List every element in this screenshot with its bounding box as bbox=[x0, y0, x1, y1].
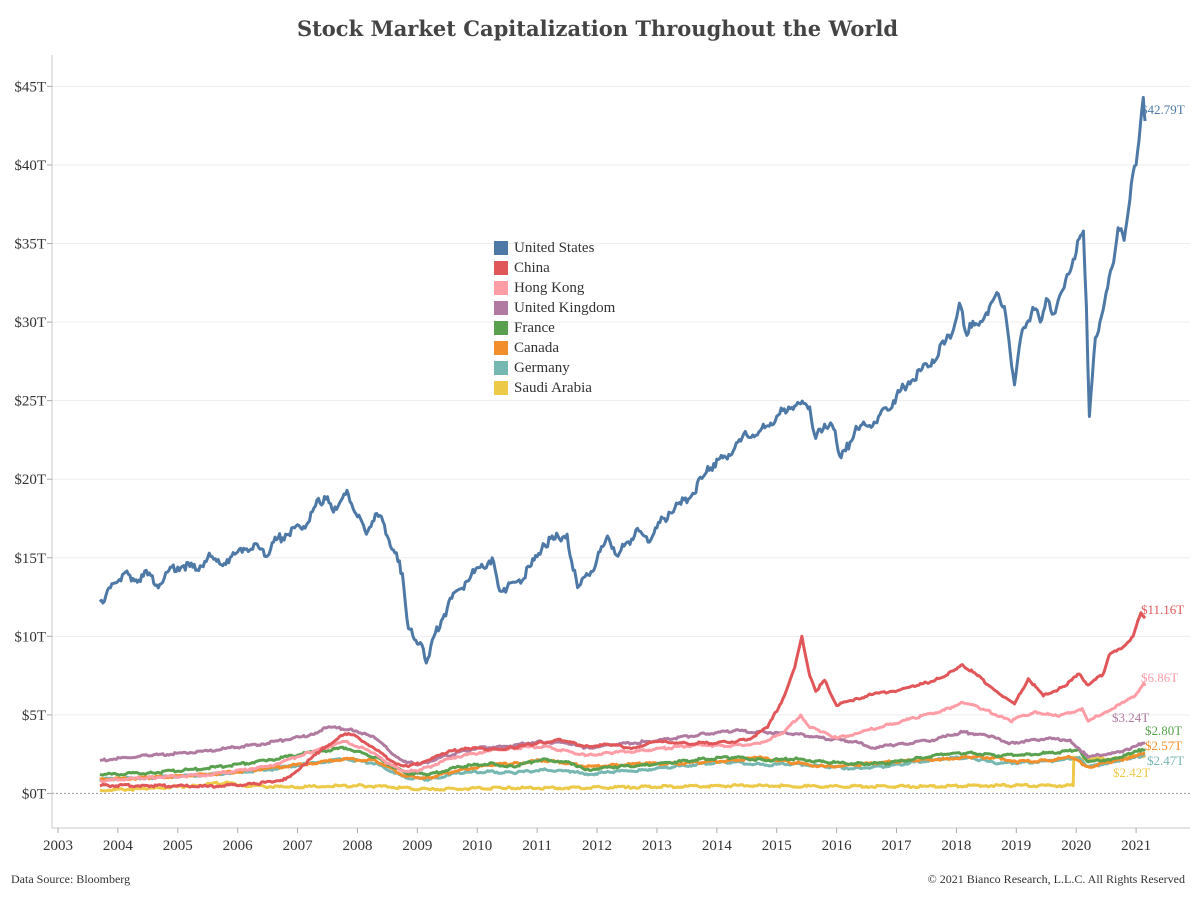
x-tick-label: 2015 bbox=[762, 838, 792, 854]
x-tick-label: 2019 bbox=[1001, 838, 1031, 854]
grid-lines bbox=[52, 85, 1190, 794]
x-tick-label: 2013 bbox=[642, 838, 672, 854]
x-tick-label: 2003 bbox=[43, 838, 73, 854]
legend-item: United States bbox=[494, 238, 615, 258]
y-tick-label: $45T bbox=[14, 79, 46, 95]
x-tick-label: 2011 bbox=[522, 838, 551, 854]
y-tick-label: $25T bbox=[14, 394, 46, 410]
series-line-france bbox=[99, 745, 1146, 777]
legend-swatch bbox=[494, 261, 508, 275]
x-tick-label: 2010 bbox=[462, 838, 492, 854]
x-tick-label: 2009 bbox=[402, 838, 432, 854]
end-label-united-kingdom: $3.24T bbox=[1112, 710, 1149, 725]
end-label-france: $2.80T bbox=[1145, 723, 1182, 738]
end-label-canada: $2.57T bbox=[1145, 738, 1182, 753]
y-tick-label: $10T bbox=[14, 629, 46, 645]
x-tick-label: 2018 bbox=[941, 838, 971, 854]
end-label-germany: $2.47T bbox=[1147, 753, 1184, 768]
x-tick-label: 2012 bbox=[582, 838, 612, 854]
y-tick-label: $20T bbox=[14, 472, 46, 488]
legend-label: Germany bbox=[514, 359, 570, 376]
x-tick-label: 2004 bbox=[103, 838, 134, 854]
x-tick-label: 2007 bbox=[283, 838, 314, 854]
axes bbox=[51, 55, 1190, 829]
legend-swatch bbox=[494, 361, 508, 375]
legend-label: China bbox=[514, 259, 550, 276]
series-line-hong-kong bbox=[99, 682, 1147, 784]
legend-item: Hong Kong bbox=[494, 278, 615, 298]
legend-item: United Kingdom bbox=[494, 298, 615, 318]
legend-label: Canada bbox=[514, 339, 559, 356]
legend-item: Germany bbox=[494, 358, 615, 378]
x-tick-label: 2008 bbox=[342, 838, 372, 854]
legend-label: Hong Kong bbox=[514, 279, 585, 296]
legend-swatch bbox=[494, 321, 508, 335]
legend-label: United Kingdom bbox=[514, 299, 616, 316]
source-note: Data Source: Bloomberg bbox=[11, 872, 131, 886]
legend-item: Saudi Arabia bbox=[494, 378, 615, 398]
x-tick-label: 2021 bbox=[1121, 838, 1151, 854]
legend-label: United States bbox=[514, 239, 595, 256]
chart-title: Stock Market Capitalization Throughout t… bbox=[296, 16, 899, 41]
y-tick-label: $40T bbox=[14, 158, 46, 174]
x-tick-label: 2017 bbox=[882, 838, 913, 854]
legend-swatch bbox=[494, 301, 508, 315]
x-tick-label: 2016 bbox=[822, 838, 853, 854]
series-line-saudi-arabia bbox=[99, 753, 1147, 793]
legend-item: Canada bbox=[494, 338, 615, 358]
end-label-saudi-arabia: $2.42T bbox=[1113, 765, 1150, 780]
legend-label: France bbox=[514, 319, 555, 336]
legend-item: France bbox=[494, 318, 615, 338]
series-line-united-kingdom bbox=[99, 725, 1146, 767]
x-tick-label: 2020 bbox=[1061, 838, 1091, 854]
x-axis-ticks: 2003 2004 2005 2006 2007 2008 2009 2010 2011 2012… bbox=[43, 828, 1151, 854]
series-lines bbox=[98, 95, 1147, 793]
y-axis-ticks: $0T $5T $10T $15T $20T $25T $30T $35T $40T $45T bbox=[14, 79, 52, 802]
legend-label: Saudi Arabia bbox=[514, 379, 592, 396]
series-line-united-states bbox=[98, 95, 1147, 665]
legend-swatch bbox=[494, 341, 508, 355]
legend-swatch bbox=[494, 281, 508, 295]
y-tick-label: $15T bbox=[14, 551, 46, 567]
x-tick-label: 2014 bbox=[702, 838, 733, 854]
y-tick-label: $30T bbox=[14, 315, 46, 331]
y-tick-label: $5T bbox=[22, 708, 46, 724]
end-label-china: $11.16T bbox=[1141, 602, 1184, 617]
legend: United States China Hong Kong United Kingdo… bbox=[494, 238, 615, 398]
y-tick-label: $35T bbox=[14, 237, 46, 253]
x-tick-label: 2006 bbox=[223, 838, 254, 854]
end-label-hong-kong: $6.86T bbox=[1141, 670, 1178, 685]
legend-swatch bbox=[494, 241, 508, 255]
y-tick-label: $0T bbox=[22, 786, 46, 802]
series-line-china bbox=[99, 611, 1147, 789]
legend-swatch bbox=[494, 381, 508, 395]
end-label-united-states: $42.79T bbox=[1141, 102, 1185, 117]
legend-item: China bbox=[494, 258, 615, 278]
x-tick-label: 2005 bbox=[163, 838, 193, 854]
end-labels: $42.79T$11.16T$6.86T$3.24T$2.80T$2.57T$2… bbox=[1112, 102, 1185, 780]
copyright-note: © 2021 Bianco Research, L.L.C. All Right… bbox=[927, 872, 1185, 886]
